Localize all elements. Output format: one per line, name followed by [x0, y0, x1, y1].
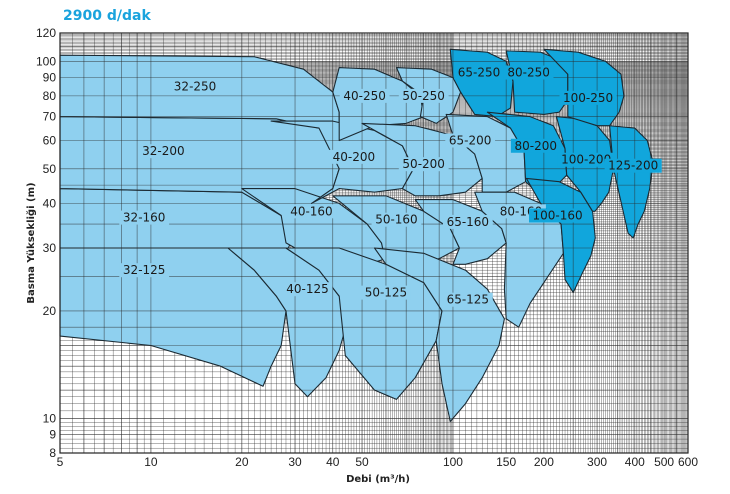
region-label-bg	[604, 158, 662, 173]
x-axis-ticks: 5 10 20 30 40 50 100 150 200 300 400 500 600	[57, 455, 699, 469]
region-label-bg	[445, 133, 496, 148]
y-tick-label: 90	[43, 71, 57, 85]
region-label: 65-200	[449, 134, 492, 148]
region-label-bg	[510, 138, 561, 153]
region-label-bg	[442, 214, 493, 229]
region-65-250	[449, 48, 514, 118]
region-label: 80-200	[515, 139, 558, 153]
grid-major	[59, 32, 689, 454]
y-tick-label: 120	[36, 26, 56, 40]
region-label: 65-250	[458, 66, 501, 80]
region-label: 50-200	[402, 157, 445, 171]
y-tick-label: 70	[43, 110, 57, 124]
region-label: 32-125	[123, 263, 166, 277]
region-label: 100-250	[563, 91, 613, 105]
x-tick-label: 500	[654, 455, 674, 469]
region-label: 50-250	[402, 89, 445, 103]
region-label: 40-125	[286, 282, 329, 296]
chart-title: 2900 d/dak	[63, 8, 151, 24]
x-tick-label: 100	[443, 455, 463, 469]
region-label: 100-200	[561, 153, 611, 167]
y-tick-label: 60	[43, 134, 57, 148]
x-tick-label: 150	[496, 455, 516, 469]
region-label-bg	[282, 282, 333, 297]
region-label-bg	[503, 65, 554, 80]
x-tick-label: 40	[326, 455, 340, 469]
x-tick-label: 600	[678, 455, 698, 469]
region-label-bg	[286, 204, 337, 219]
region-label: 50-160	[375, 213, 418, 227]
y-tick-label: 40	[43, 196, 57, 210]
region-label: 50-125	[365, 286, 408, 300]
region-label: 32-200	[142, 144, 185, 158]
region-label: 125-200	[608, 159, 658, 173]
x-axis-label: Debi (m³/h)	[346, 474, 410, 485]
y-tick-label: 20	[43, 304, 57, 318]
region-label: 100-160	[533, 208, 583, 222]
region-label-bg	[559, 90, 617, 105]
y-tick-label: 8	[49, 446, 56, 460]
x-tick-label: 400	[625, 455, 645, 469]
x-tick-label: 30	[288, 455, 302, 469]
y-tick-label: 30	[43, 241, 57, 255]
region-label-bg	[329, 149, 379, 164]
y-tick-label: 50	[43, 162, 57, 176]
region-label-bg	[398, 88, 449, 103]
region-125-200	[609, 125, 654, 239]
x-tick-label: 20	[235, 455, 249, 469]
y-tick-label: 9	[49, 428, 56, 442]
y-tick-label: 10	[43, 411, 57, 425]
x-tick-label: 200	[534, 455, 554, 469]
region-label-bg	[339, 88, 390, 103]
y-tick-label: 80	[43, 89, 57, 103]
region-label: 40-250	[343, 89, 386, 103]
region-label-bg	[442, 292, 493, 307]
region-labels: 32-125 32-160 32-200 32-250 40-125 40-160 40-2…	[119, 65, 662, 307]
x-tick-label: 5	[57, 455, 64, 469]
region-label-bg	[361, 285, 411, 300]
region-label-bg	[138, 144, 189, 159]
region-label: 40-160	[290, 204, 333, 218]
y-tick-label: 100	[36, 54, 56, 68]
region-label-bg	[119, 263, 170, 278]
region-label: 40-200	[333, 150, 376, 164]
region-label-bg	[170, 79, 220, 94]
region-label-bg	[371, 212, 422, 227]
region-label: 32-250	[174, 79, 217, 93]
y-axis-ticks: 8 9 10 20 30 40 50 60 70 80 90 100 120	[36, 26, 56, 460]
region-label-bg	[454, 65, 504, 80]
performance-regions	[59, 48, 654, 423]
plot-frame	[59, 32, 689, 454]
region-label: 32-160	[123, 211, 166, 225]
region-label-bg	[119, 210, 170, 225]
region-label-bg	[398, 157, 449, 172]
region-label-bg	[529, 208, 587, 223]
region-label: 80-250	[507, 66, 550, 80]
y-axis-label: Basma Yüksekliği (m)	[25, 182, 37, 303]
x-tick-label: 300	[587, 455, 607, 469]
region-label: 65-125	[447, 293, 490, 307]
x-tick-label: 50	[355, 455, 369, 469]
region-label: 65-160	[447, 215, 490, 229]
x-tick-label: 10	[144, 455, 158, 469]
region-label-bg	[557, 152, 615, 167]
